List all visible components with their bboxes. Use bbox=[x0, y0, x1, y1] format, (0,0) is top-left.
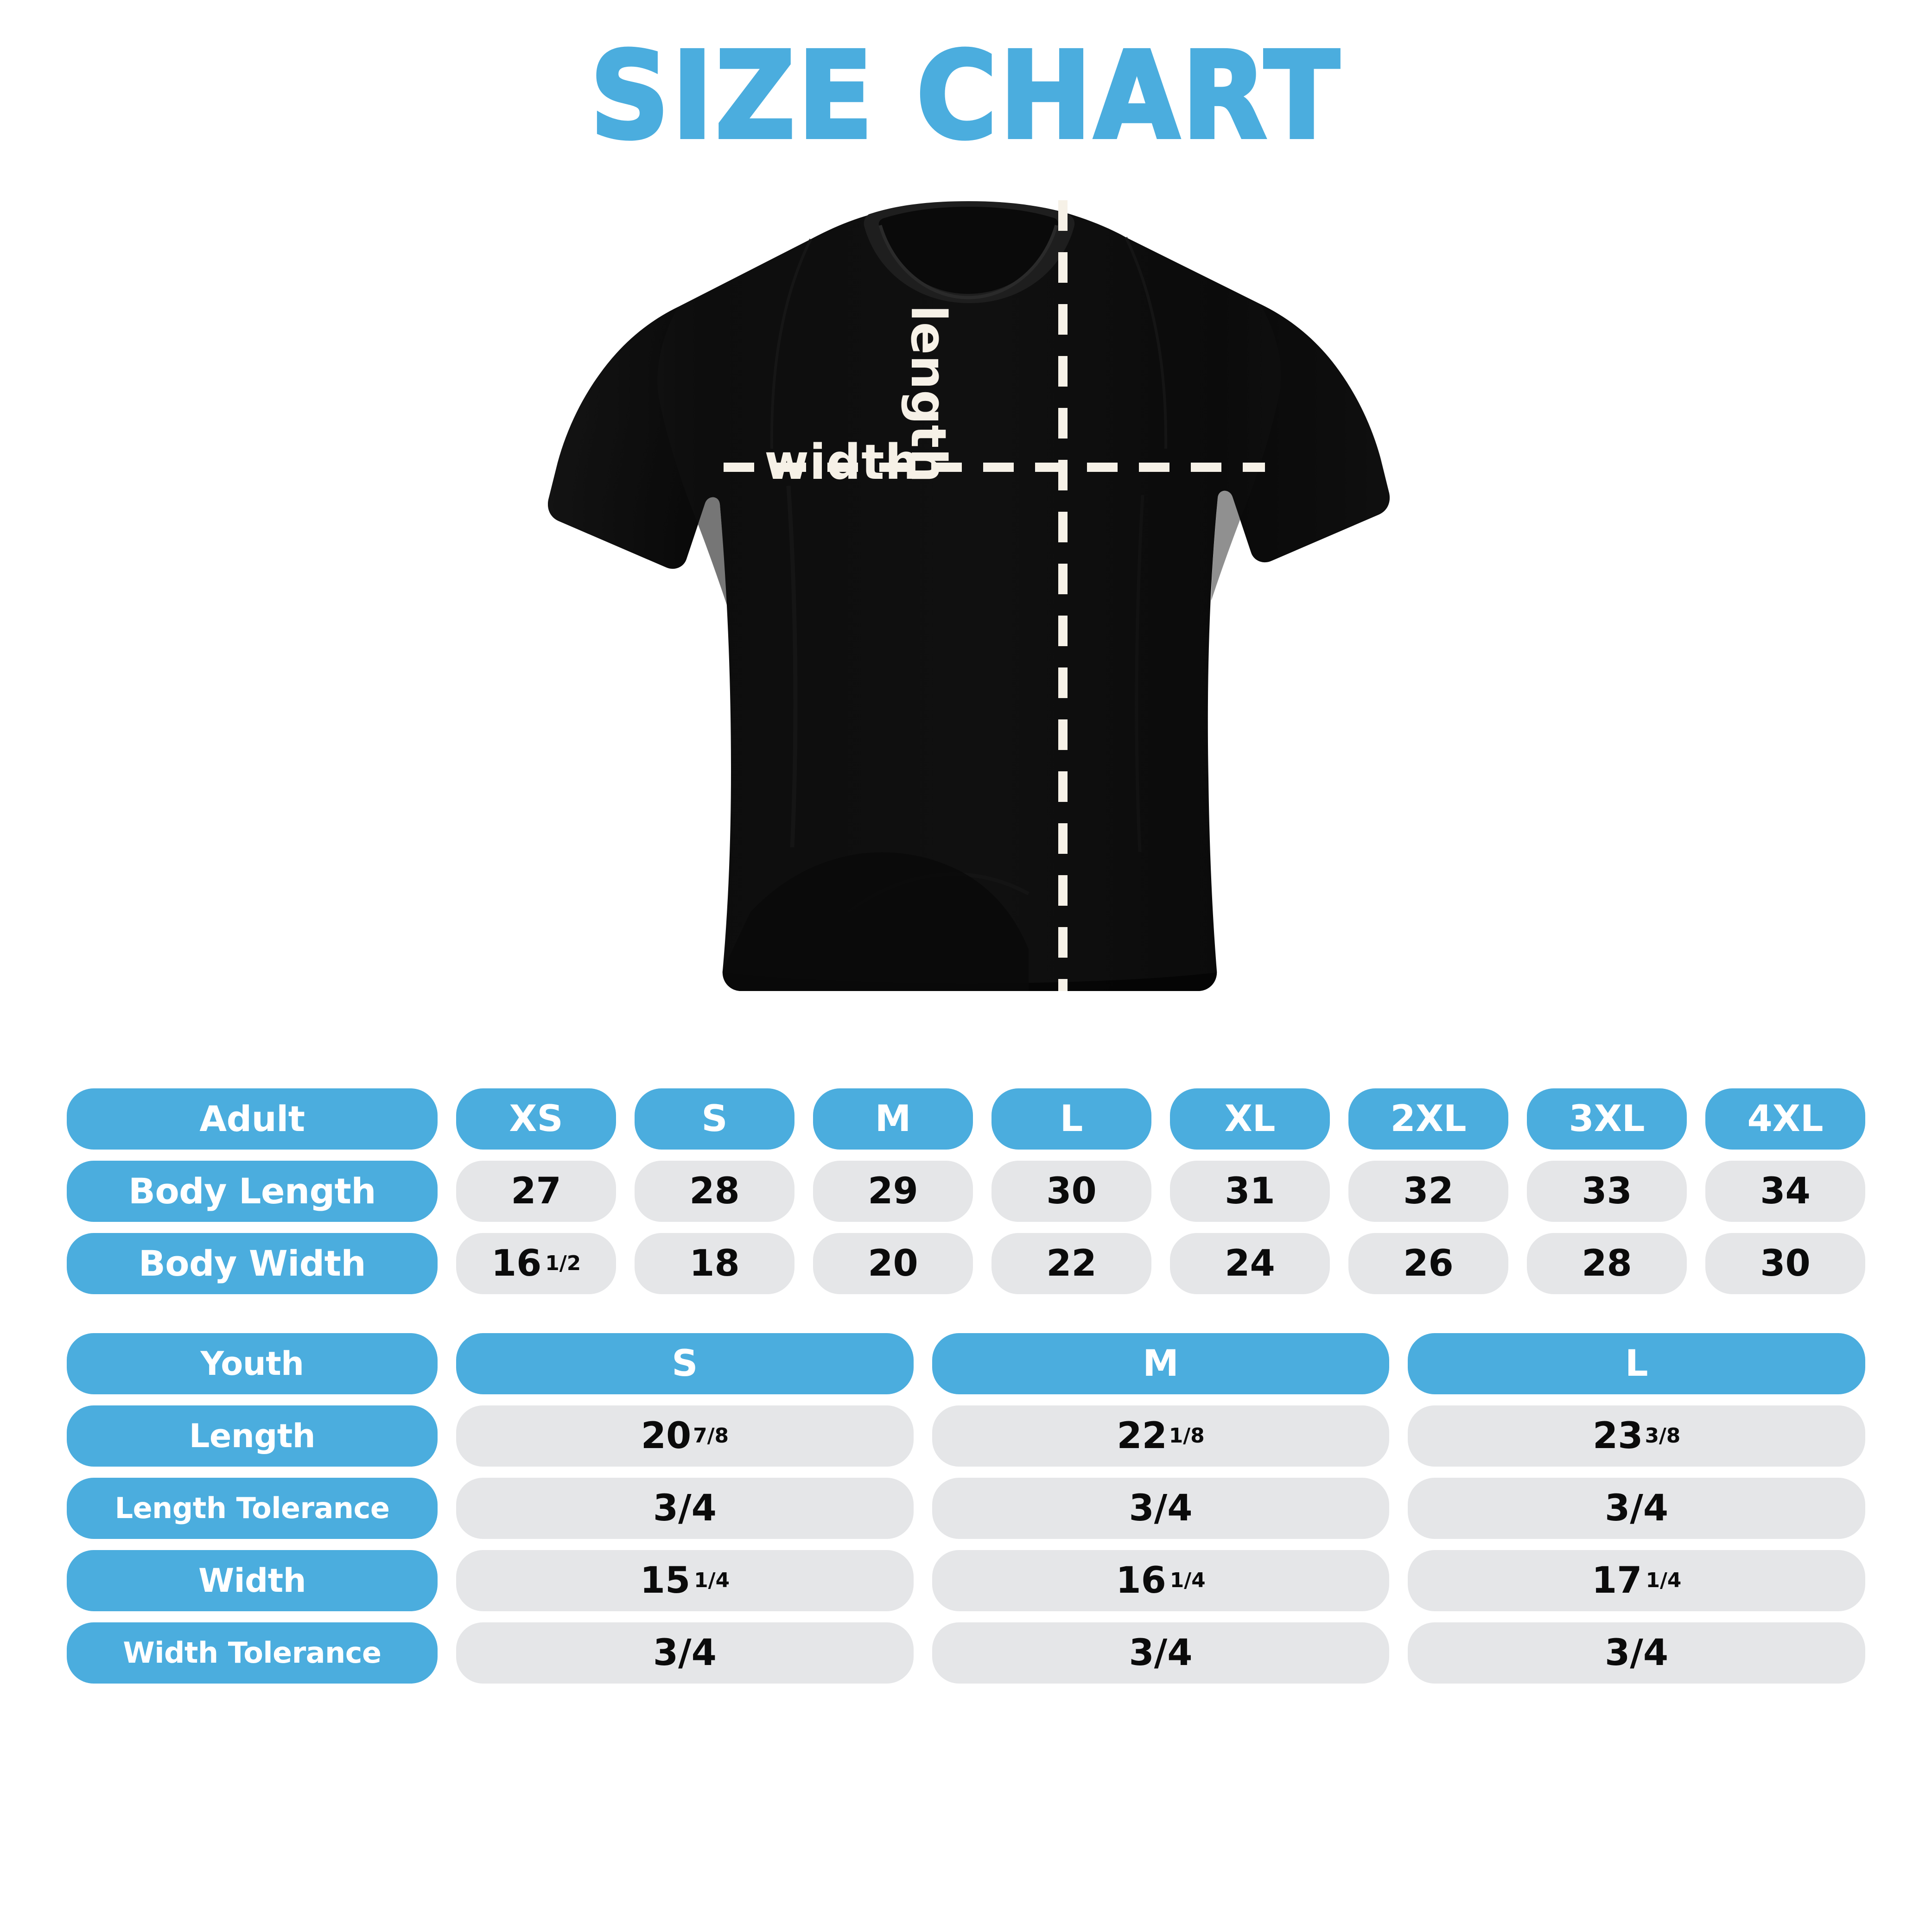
youth-row-label-width-tolerance: Width Tolerance bbox=[67, 1622, 438, 1684]
youth-width-m: 16 1/4 bbox=[932, 1550, 1390, 1611]
measurement-guides bbox=[724, 200, 1265, 991]
youth-length-m: 22 1/8 bbox=[932, 1405, 1390, 1467]
value-fraction: 7/8 bbox=[693, 1424, 729, 1448]
adult-size-header-m: M bbox=[813, 1088, 973, 1150]
adult-body-width-m: 20 bbox=[813, 1233, 973, 1294]
adult-body-length-l: 30 bbox=[991, 1161, 1151, 1222]
adult-body-length-4xl: 34 bbox=[1705, 1161, 1865, 1222]
youth-size-header-l: L bbox=[1408, 1333, 1866, 1394]
youth-length-tolerance-m: 3/4 bbox=[932, 1478, 1390, 1539]
youth-size-table: Youth S M L Length 20 7/8 22 1/8 23 3/8 Len… bbox=[67, 1333, 1866, 1684]
adult-body-width-xs: 16 1/2 bbox=[456, 1233, 616, 1294]
adult-header-row: Adult XS S M L XL 2XL 3XL 4XL bbox=[67, 1088, 1865, 1150]
adult-body-length-xl: 31 bbox=[1170, 1161, 1330, 1222]
youth-width-l: 17 1/4 bbox=[1408, 1550, 1866, 1611]
youth-width-row: Width 15 1/4 16 1/4 17 1/4 bbox=[67, 1550, 1866, 1611]
adult-body-length-3xl: 33 bbox=[1527, 1161, 1687, 1222]
adult-size-header-4xl: 4XL bbox=[1705, 1088, 1865, 1150]
youth-table-label: Youth bbox=[67, 1333, 438, 1394]
value-fraction: 1/4 bbox=[1169, 1569, 1206, 1593]
adult-table-label: Adult bbox=[67, 1088, 438, 1150]
value-fraction: 1/8 bbox=[1169, 1424, 1205, 1448]
youth-length-tolerance-l: 3/4 bbox=[1408, 1478, 1866, 1539]
adult-body-width-s: 18 bbox=[635, 1233, 794, 1294]
adult-size-header-l: L bbox=[991, 1088, 1151, 1150]
adult-size-header-xl: XL bbox=[1170, 1088, 1330, 1150]
youth-length-row: Length 20 7/8 22 1/8 23 3/8 bbox=[67, 1405, 1866, 1467]
adult-body-length-row: Body Length 27 28 29 30 31 32 33 34 bbox=[67, 1161, 1865, 1222]
youth-width-tolerance-s: 3/4 bbox=[456, 1622, 914, 1684]
length-dimension-label: length bbox=[900, 305, 957, 483]
value-fraction: 1/4 bbox=[694, 1569, 730, 1593]
youth-row-label-length: Length bbox=[67, 1405, 438, 1467]
width-dimension-label: width bbox=[764, 434, 920, 490]
youth-width-tolerance-row: Width Tolerance 3/4 3/4 3/4 bbox=[67, 1622, 1866, 1684]
value-whole: 16 bbox=[491, 1243, 542, 1284]
youth-length-tolerance-row: Length Tolerance 3/4 3/4 3/4 bbox=[67, 1478, 1866, 1539]
adult-body-width-4xl: 30 bbox=[1705, 1233, 1865, 1294]
youth-length-tolerance-s: 3/4 bbox=[456, 1478, 914, 1539]
adult-body-length-2xl: 32 bbox=[1348, 1161, 1508, 1222]
adult-size-header-3xl: 3XL bbox=[1527, 1088, 1687, 1150]
adult-row-label-body-length: Body Length bbox=[67, 1161, 438, 1222]
youth-width-tolerance-l: 3/4 bbox=[1408, 1622, 1866, 1684]
value-whole: 15 bbox=[640, 1560, 691, 1602]
youth-width-tolerance-m: 3/4 bbox=[932, 1622, 1390, 1684]
value-fraction: 1/2 bbox=[545, 1252, 581, 1276]
adult-body-width-3xl: 28 bbox=[1527, 1233, 1687, 1294]
value-whole: 20 bbox=[641, 1415, 692, 1457]
value-whole: 23 bbox=[1593, 1415, 1643, 1457]
adult-body-width-l: 22 bbox=[991, 1233, 1151, 1294]
value-fraction: 3/8 bbox=[1645, 1424, 1681, 1448]
adult-body-length-xs: 27 bbox=[456, 1161, 616, 1222]
adult-size-header-2xl: 2XL bbox=[1348, 1088, 1508, 1150]
value-whole: 22 bbox=[1117, 1415, 1167, 1457]
value-whole: 17 bbox=[1592, 1560, 1642, 1602]
adult-body-width-2xl: 26 bbox=[1348, 1233, 1508, 1294]
youth-length-s: 20 7/8 bbox=[456, 1405, 914, 1467]
adult-body-width-row: Body Width 16 1/2 18 20 22 24 26 28 30 bbox=[67, 1233, 1865, 1294]
tshirt-illustration: width length bbox=[523, 189, 1409, 1037]
adult-body-length-m: 29 bbox=[813, 1161, 973, 1222]
value-whole: 16 bbox=[1116, 1560, 1166, 1602]
youth-row-label-width: Width bbox=[67, 1550, 438, 1611]
youth-header-row: Youth S M L bbox=[67, 1333, 1866, 1394]
youth-row-label-length-tolerance: Length Tolerance bbox=[67, 1478, 438, 1539]
youth-size-header-s: S bbox=[456, 1333, 914, 1394]
adult-size-header-xs: XS bbox=[456, 1088, 616, 1150]
youth-length-l: 23 3/8 bbox=[1408, 1405, 1866, 1467]
value-fraction: 1/4 bbox=[1646, 1569, 1682, 1593]
adult-row-label-body-width: Body Width bbox=[67, 1233, 438, 1294]
youth-size-header-m: M bbox=[932, 1333, 1390, 1394]
youth-width-s: 15 1/4 bbox=[456, 1550, 914, 1611]
page-title: SIZE CHART bbox=[588, 26, 1342, 165]
adult-body-length-s: 28 bbox=[635, 1161, 794, 1222]
adult-size-table: Adult XS S M L XL 2XL 3XL 4XL Body Lengt… bbox=[67, 1088, 1865, 1294]
adult-body-width-xl: 24 bbox=[1170, 1233, 1330, 1294]
adult-size-header-s: S bbox=[635, 1088, 794, 1150]
tshirt-shape bbox=[547, 201, 1390, 991]
